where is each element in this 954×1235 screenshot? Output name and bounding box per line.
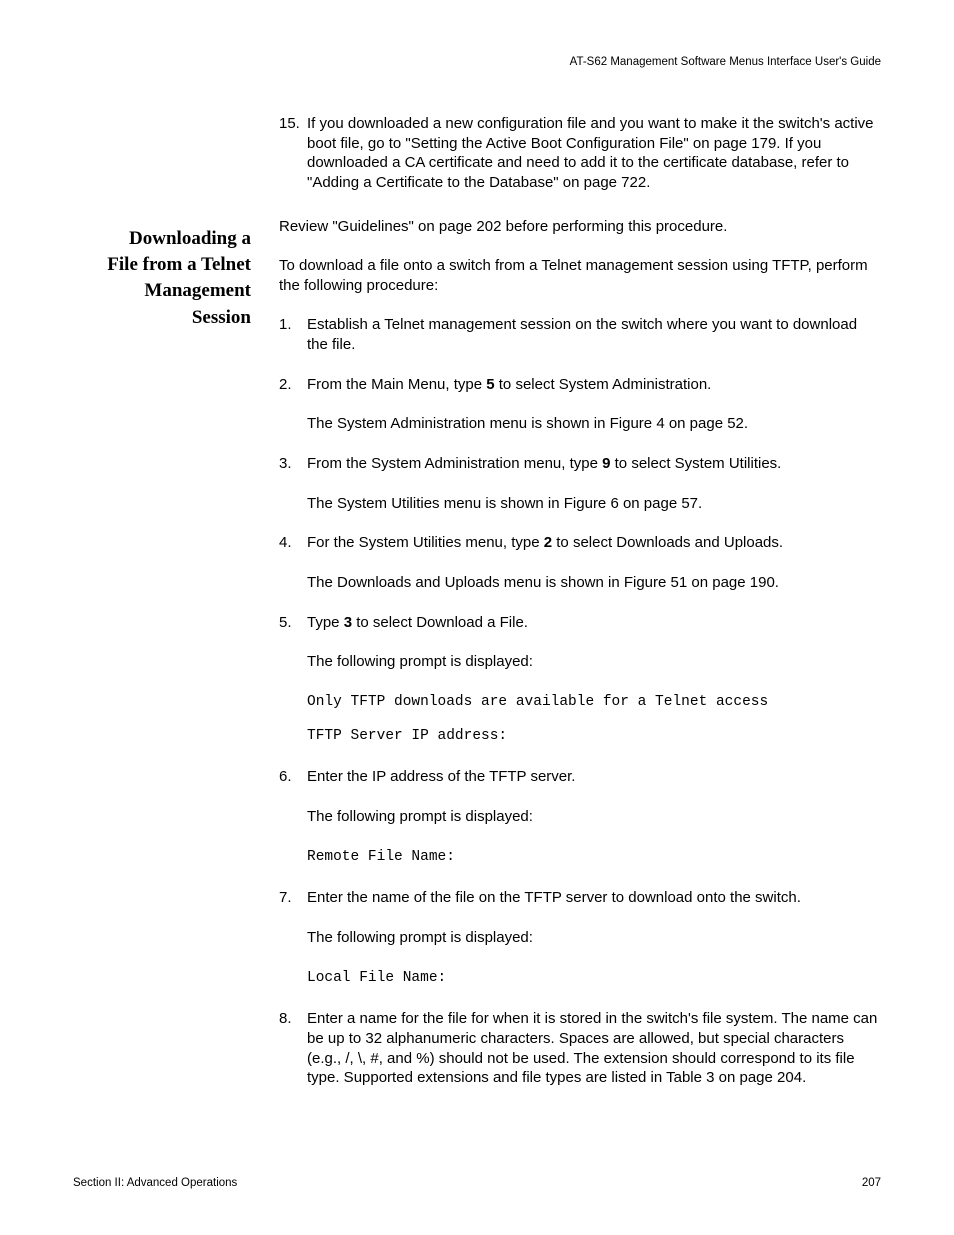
intro-paragraph: To download a file onto a switch from a … bbox=[279, 256, 881, 295]
step-8: 8. Enter a name for the file for when it… bbox=[279, 1009, 881, 1088]
step-number: 1. bbox=[279, 315, 307, 354]
step-text: Enter a name for the file for when it is… bbox=[307, 1009, 881, 1088]
console-output: Remote File Name: bbox=[279, 847, 881, 869]
step-body: The following prompt is displayed: bbox=[279, 928, 881, 948]
heading-line: Management bbox=[144, 280, 251, 301]
step-text: For the System Utilities menu, type 2 to… bbox=[307, 533, 881, 553]
step-body: The following prompt is displayed: bbox=[279, 807, 881, 827]
page-container: AT-S62 Management Software Menus Interfa… bbox=[0, 0, 954, 1235]
step-number: 4. bbox=[279, 533, 307, 553]
console-output: Only TFTP downloads are available for a … bbox=[279, 692, 881, 714]
step-text: Enter the name of the file on the TFTP s… bbox=[307, 888, 881, 908]
heading-line: Downloading a bbox=[129, 228, 251, 249]
step-1: 1. Establish a Telnet management session… bbox=[279, 315, 881, 354]
step-text: Establish a Telnet management session on… bbox=[307, 315, 881, 354]
intro-paragraph: Review "Guidelines" on page 202 before p… bbox=[279, 217, 881, 237]
step-number: 7. bbox=[279, 888, 307, 908]
page-footer: Section II: Advanced Operations 207 bbox=[73, 1177, 881, 1189]
step-6: 6. Enter the IP address of the TFTP serv… bbox=[279, 767, 881, 787]
footer-section-label: Section II: Advanced Operations bbox=[73, 1177, 237, 1189]
step-4: 4. For the System Utilities menu, type 2… bbox=[279, 533, 881, 553]
step-number: 8. bbox=[279, 1009, 307, 1088]
page-number: 207 bbox=[862, 1177, 881, 1189]
section-heading: Downloading a File from a Telnet Managem… bbox=[73, 226, 251, 331]
console-output: Local File Name: bbox=[279, 968, 881, 990]
step-7: 7. Enter the name of the file on the TFT… bbox=[279, 888, 881, 908]
sidebar: Downloading a File from a Telnet Managem… bbox=[73, 114, 251, 1088]
step-text: From the System Administration menu, typ… bbox=[307, 454, 881, 474]
heading-line: Session bbox=[192, 307, 251, 328]
content-area: Downloading a File from a Telnet Managem… bbox=[73, 114, 881, 1088]
step-text: Type 3 to select Download a File. bbox=[307, 613, 881, 633]
step-number: 2. bbox=[279, 375, 307, 395]
step-number: 6. bbox=[279, 767, 307, 787]
step-2: 2. From the Main Menu, type 5 to select … bbox=[279, 375, 881, 395]
step-body: The System Utilities menu is shown in Fi… bbox=[279, 494, 881, 514]
step-3: 3. From the System Administration menu, … bbox=[279, 454, 881, 474]
step-number: 3. bbox=[279, 454, 307, 474]
step-5: 5. Type 3 to select Download a File. bbox=[279, 613, 881, 633]
step-number: 15. bbox=[279, 114, 307, 134]
step-body: The System Administration menu is shown … bbox=[279, 414, 881, 434]
step-number: 5. bbox=[279, 613, 307, 633]
step-text: If you downloaded a new configuration fi… bbox=[307, 115, 874, 191]
step-body: The following prompt is displayed: bbox=[279, 652, 881, 672]
running-header: AT-S62 Management Software Menus Interfa… bbox=[73, 56, 881, 68]
previous-step-15: 15.If you downloaded a new configuration… bbox=[279, 114, 881, 193]
step-text: From the Main Menu, type 5 to select Sys… bbox=[307, 375, 881, 395]
step-body: The Downloads and Uploads menu is shown … bbox=[279, 573, 881, 593]
console-output: TFTP Server IP address: bbox=[279, 726, 881, 748]
heading-line: File from a Telnet bbox=[107, 254, 251, 275]
main-column: 15.If you downloaded a new configuration… bbox=[279, 114, 881, 1088]
step-text: Enter the IP address of the TFTP server. bbox=[307, 767, 881, 787]
